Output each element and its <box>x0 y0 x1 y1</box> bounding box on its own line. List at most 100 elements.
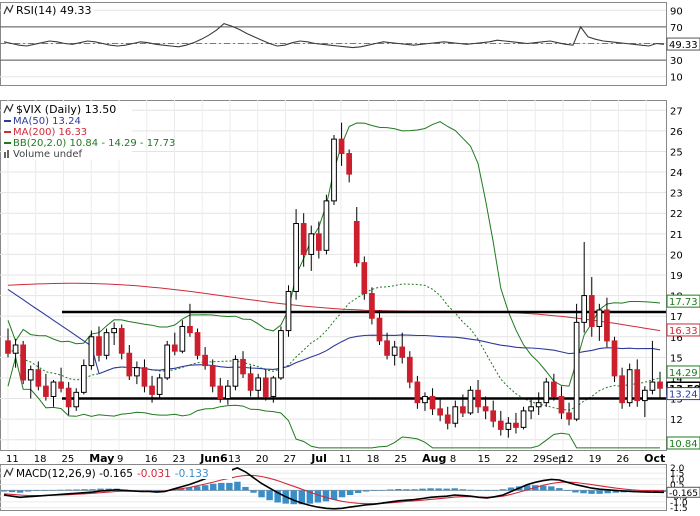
price-tick-label: 27 <box>670 106 683 117</box>
macd-histogram-bar <box>73 489 80 491</box>
price-value-label: 14.29 <box>669 368 698 379</box>
rsi-layer <box>3 22 665 49</box>
macd-tick-label: 0.5 <box>670 481 684 491</box>
macd-layer <box>0 467 668 510</box>
candle-up <box>179 325 186 352</box>
macd-histogram-bar <box>379 490 386 491</box>
macd-histogram-bar <box>338 490 346 498</box>
candle-down <box>35 369 42 387</box>
price-value-label: 13.24 <box>669 390 698 401</box>
price-value-label: 10.84 <box>669 439 698 450</box>
macd-histogram-bar <box>234 481 241 491</box>
macd-chart-icon <box>3 467 14 478</box>
candle-down <box>475 389 481 408</box>
rsi-line <box>3 22 665 49</box>
macd-histogram-bar <box>499 489 507 491</box>
macd-line-label: MACD(12,26,9) -0.165 <box>16 468 133 480</box>
candle-down <box>126 352 133 377</box>
candle-up <box>323 200 330 251</box>
macd-histogram-bar <box>218 482 225 491</box>
x-tick-label: Jun6 <box>199 452 228 465</box>
x-tick-label: 13 <box>228 454 241 465</box>
candle-down <box>384 340 390 356</box>
macd-histogram-bar <box>491 490 499 491</box>
price-tick-label: 25 <box>670 147 683 158</box>
candle-up <box>73 391 80 408</box>
candle-down <box>444 414 451 424</box>
macd-histogram-bar <box>153 490 161 491</box>
macd-histogram-bar <box>548 486 555 491</box>
candle-down <box>20 344 27 381</box>
macd-histogram-bar <box>371 490 378 491</box>
candle-down <box>5 340 11 354</box>
price-value-label: 17.73 <box>669 297 698 308</box>
macd-histogram-bar <box>467 489 475 491</box>
macd-histogram-bar <box>137 490 145 491</box>
candle-down <box>551 381 557 397</box>
price-tick-label: 19 <box>670 271 683 282</box>
macd-histogram-bar <box>395 489 402 491</box>
rsi-tick-label: 70 <box>670 23 683 34</box>
macd-histogram-bar <box>596 490 603 494</box>
volume-legend-label: Volume undef <box>13 149 83 160</box>
candle-up <box>27 369 34 381</box>
candle-down <box>497 420 504 430</box>
candle-up <box>626 369 633 404</box>
rsi-last-value-box <box>666 37 700 51</box>
macd-histogram-bar <box>81 489 88 491</box>
macd-histogram-bar <box>41 490 48 491</box>
candle-down <box>217 385 224 400</box>
candle-up <box>581 295 588 323</box>
ma50-line <box>7 288 661 375</box>
macd-histogram-bar <box>202 485 209 491</box>
macd-signal-label: -0.031 <box>137 468 171 480</box>
macd-title: MACD(12,26,9) -0.165 -0.031 -0.133 <box>16 468 209 480</box>
price-layer <box>5 121 666 449</box>
x-tick-label: 25 <box>394 454 407 465</box>
macd-histogram-bar <box>65 489 72 491</box>
candle-up <box>232 358 239 387</box>
x-tick-label: May <box>89 452 114 465</box>
rsi-grid <box>0 9 666 78</box>
candle-up <box>520 410 527 428</box>
macd-last-value-box <box>666 486 700 498</box>
rsi-header-bg <box>2 3 94 17</box>
candle-up <box>285 290 292 332</box>
x-tick-label: 15 <box>478 454 491 465</box>
candle-down <box>338 138 345 155</box>
candle-up <box>156 377 163 395</box>
macd-histogram-bar <box>556 488 563 491</box>
candle-down <box>171 344 178 352</box>
candle-down <box>414 381 421 404</box>
axis-labels: 907050301049.332726252423222120191817161… <box>6 6 700 514</box>
macd-histogram-bar <box>459 489 466 491</box>
ma200-legend-label: MA(200) 16.33 <box>13 127 87 138</box>
macd-header-bg <box>2 466 232 479</box>
x-tick-label: 25 <box>61 454 74 465</box>
price-tick-label: 12 <box>670 415 683 426</box>
x-tick-label: 18 <box>34 454 47 465</box>
candle-up <box>80 365 87 393</box>
macd-histogram-bar <box>193 486 201 491</box>
macd-histogram-label: -0.133 <box>175 468 209 480</box>
candle-down <box>96 336 102 356</box>
macd-histogram-bar <box>89 489 96 491</box>
macd-histogram-bar <box>49 490 56 491</box>
candle-down <box>588 295 595 327</box>
macd-tick-label: -1.5 <box>670 504 688 512</box>
macd-histogram-bar <box>427 488 434 491</box>
candle-up <box>573 321 580 420</box>
x-tick-label: 9 <box>117 454 123 465</box>
price-legend: $VIX (Daily) 13.50 MA(50) 13.24 MA(200) … <box>2 102 175 160</box>
macd-histogram-bar <box>411 489 418 491</box>
bb-legend-label: BB(20,2.0) 10.84 - 14.29 - 17.73 <box>13 138 175 149</box>
macd-histogram-bar <box>580 490 587 494</box>
price-value-box <box>666 436 700 450</box>
x-tick-label: Aug <box>422 452 446 465</box>
candle-down <box>611 340 618 377</box>
price-value-box <box>666 387 700 401</box>
price-tick-label: 16 <box>670 333 683 344</box>
price-tick-label: 15 <box>670 353 683 364</box>
candle-up <box>111 328 117 334</box>
candle-down <box>149 385 155 395</box>
